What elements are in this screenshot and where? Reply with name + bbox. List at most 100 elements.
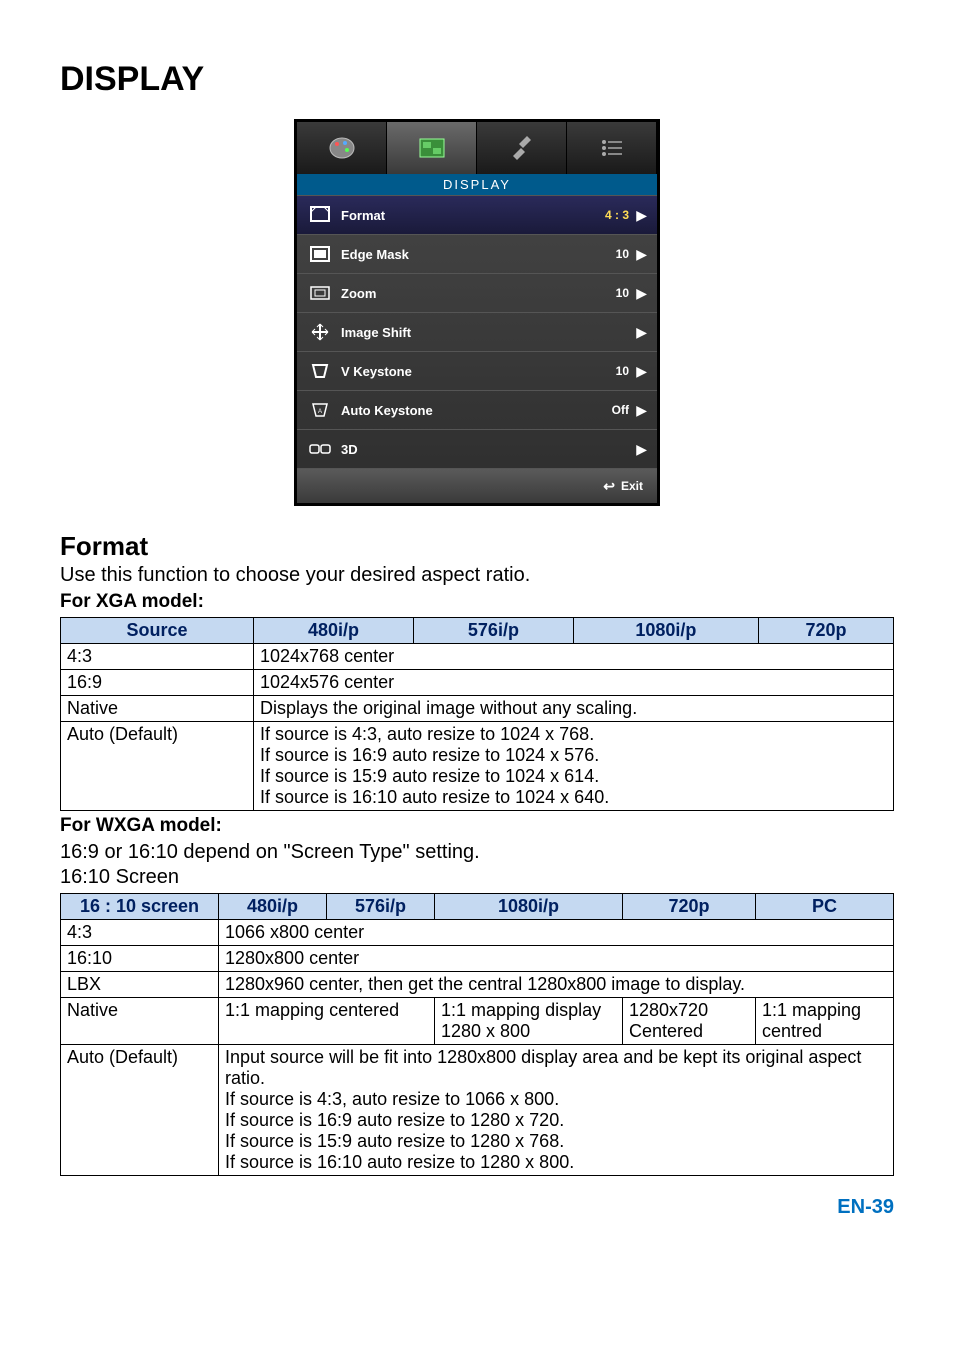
td-value: 1066 x800 center bbox=[219, 920, 894, 946]
th-576: 576i/p bbox=[327, 894, 435, 920]
table-row: 4:3 1024x768 center bbox=[61, 644, 894, 670]
chevron-right-icon: ▶ bbox=[629, 324, 647, 341]
osd-exit-label: Exit bbox=[621, 479, 643, 493]
xga-table: Source 480i/p 576i/p 1080i/p 720p 4:3 10… bbox=[60, 617, 894, 811]
td-source: 4:3 bbox=[61, 644, 254, 670]
table-row: 16:10 1280x800 center bbox=[61, 946, 894, 972]
th-source: Source bbox=[61, 618, 254, 644]
td-value: If source is 4:3, auto resize to 1024 x … bbox=[254, 722, 894, 811]
wxga-note: 16:9 or 16:10 depend on "Screen Type" se… bbox=[60, 841, 894, 864]
svg-text:A: A bbox=[318, 409, 322, 415]
th-720: 720p bbox=[623, 894, 756, 920]
osd-tab-options bbox=[567, 122, 657, 174]
osd-item-label: Auto Keystone bbox=[333, 403, 579, 418]
osd-row-vkeystone: V Keystone 10 ▶ bbox=[297, 351, 657, 390]
table-header-row: 16 : 10 screen 480i/p 576i/p 1080i/p 720… bbox=[61, 894, 894, 920]
table-row: Native 1:1 mapping centered 1:1 mapping … bbox=[61, 998, 894, 1045]
osd-tab-picture bbox=[297, 122, 387, 174]
td-value: 1:1 mapping display 1280 x 800 bbox=[435, 998, 623, 1045]
td-value: 1:1 mapping centered bbox=[219, 998, 435, 1045]
osd-title: DISPLAY bbox=[297, 174, 657, 195]
threed-icon bbox=[307, 442, 333, 456]
chevron-right-icon: ▶ bbox=[629, 402, 647, 419]
osd-item-value: 10 bbox=[579, 286, 629, 300]
osd-item-label: Format bbox=[333, 208, 579, 223]
chevron-right-icon: ▶ bbox=[629, 207, 647, 224]
th-720: 720p bbox=[758, 618, 893, 644]
osd-item-label: 3D bbox=[333, 442, 579, 457]
table-row: Auto (Default) Input source will be fit … bbox=[61, 1045, 894, 1176]
chevron-right-icon: ▶ bbox=[629, 441, 647, 458]
page-footer: EN-39 bbox=[60, 1196, 894, 1219]
osd-row-format: Format 4 : 3 ▶ bbox=[297, 195, 657, 234]
td-value: Input source will be fit into 1280x800 d… bbox=[219, 1045, 894, 1176]
osd-row-3d: 3D ▶ bbox=[297, 429, 657, 468]
th-576: 576i/p bbox=[413, 618, 573, 644]
format-heading: Format bbox=[60, 531, 894, 562]
td-value: Displays the original image without any … bbox=[254, 696, 894, 722]
osd-row-edgemask: Edge Mask 10 ▶ bbox=[297, 234, 657, 273]
table-row: 4:3 1066 x800 center bbox=[61, 920, 894, 946]
td-source: Native bbox=[61, 696, 254, 722]
td-source: LBX bbox=[61, 972, 219, 998]
td-source: 16:10 bbox=[61, 946, 219, 972]
zoom-icon bbox=[307, 285, 333, 301]
osd-menu: DISPLAY Format 4 : 3 ▶ Edge Mask 10 ▶ Zo… bbox=[294, 119, 660, 506]
tools-icon bbox=[507, 134, 537, 162]
format-icon bbox=[307, 206, 333, 224]
th-480: 480i/p bbox=[219, 894, 327, 920]
display-icon bbox=[417, 134, 447, 162]
format-desc: Use this function to choose your desired… bbox=[60, 564, 894, 587]
back-arrow-icon: ↩ bbox=[603, 478, 615, 495]
osd-item-value: 4 : 3 bbox=[579, 208, 629, 222]
table-row: Native Displays the original image witho… bbox=[61, 696, 894, 722]
chevron-right-icon: ▶ bbox=[629, 285, 647, 302]
sliders-icon bbox=[597, 134, 627, 162]
palette-icon bbox=[327, 134, 357, 162]
page-title: DISPLAY bbox=[60, 60, 894, 99]
chevron-right-icon: ▶ bbox=[629, 246, 647, 263]
table-row: Auto (Default) If source is 4:3, auto re… bbox=[61, 722, 894, 811]
th-480: 480i/p bbox=[254, 618, 414, 644]
osd-exit-row: ↩ Exit bbox=[297, 468, 657, 503]
osd-tab-bar bbox=[297, 122, 657, 174]
osd-item-label: Edge Mask bbox=[333, 247, 579, 262]
wxga-label: For WXGA model: bbox=[60, 815, 894, 837]
chevron-right-icon: ▶ bbox=[629, 363, 647, 380]
osd-tab-setup bbox=[477, 122, 567, 174]
td-source: 16:9 bbox=[61, 670, 254, 696]
osd-item-value: 10 bbox=[579, 247, 629, 261]
osd-item-label: Zoom bbox=[333, 286, 579, 301]
osd-item-label: Image Shift bbox=[333, 325, 579, 340]
td-source: Auto (Default) bbox=[61, 722, 254, 811]
autokeystone-icon: A bbox=[307, 402, 333, 418]
osd-item-value: 10 bbox=[579, 364, 629, 378]
osd-row-zoom: Zoom 10 ▶ bbox=[297, 273, 657, 312]
th-screen: 16 : 10 screen bbox=[61, 894, 219, 920]
th-1080: 1080i/p bbox=[573, 618, 758, 644]
td-source: Auto (Default) bbox=[61, 1045, 219, 1176]
td-value: 1024x576 center bbox=[254, 670, 894, 696]
osd-item-label: V Keystone bbox=[333, 364, 579, 379]
osd-row-autokeystone: A Auto Keystone Off ▶ bbox=[297, 390, 657, 429]
keystone-icon bbox=[307, 363, 333, 379]
td-value: 1280x720 Centered bbox=[623, 998, 756, 1045]
td-value: 1:1 mapping centred bbox=[756, 998, 894, 1045]
th-pc: PC bbox=[756, 894, 894, 920]
td-value: 1280x960 center, then get the central 12… bbox=[219, 972, 894, 998]
osd-item-value: Off bbox=[579, 403, 629, 417]
td-source: 4:3 bbox=[61, 920, 219, 946]
shift-icon bbox=[307, 322, 333, 342]
table-row: LBX 1280x960 center, then get the centra… bbox=[61, 972, 894, 998]
osd-tab-display bbox=[387, 122, 477, 174]
table-row: 16:9 1024x576 center bbox=[61, 670, 894, 696]
table-header-row: Source 480i/p 576i/p 1080i/p 720p bbox=[61, 618, 894, 644]
edgemask-icon bbox=[307, 246, 333, 262]
td-source: Native bbox=[61, 998, 219, 1045]
td-value: 1280x800 center bbox=[219, 946, 894, 972]
wxga-table: 16 : 10 screen 480i/p 576i/p 1080i/p 720… bbox=[60, 893, 894, 1176]
wxga-screen: 16:10 Screen bbox=[60, 866, 894, 889]
xga-label: For XGA model: bbox=[60, 591, 894, 613]
osd-row-imageshift: Image Shift ▶ bbox=[297, 312, 657, 351]
td-value: 1024x768 center bbox=[254, 644, 894, 670]
